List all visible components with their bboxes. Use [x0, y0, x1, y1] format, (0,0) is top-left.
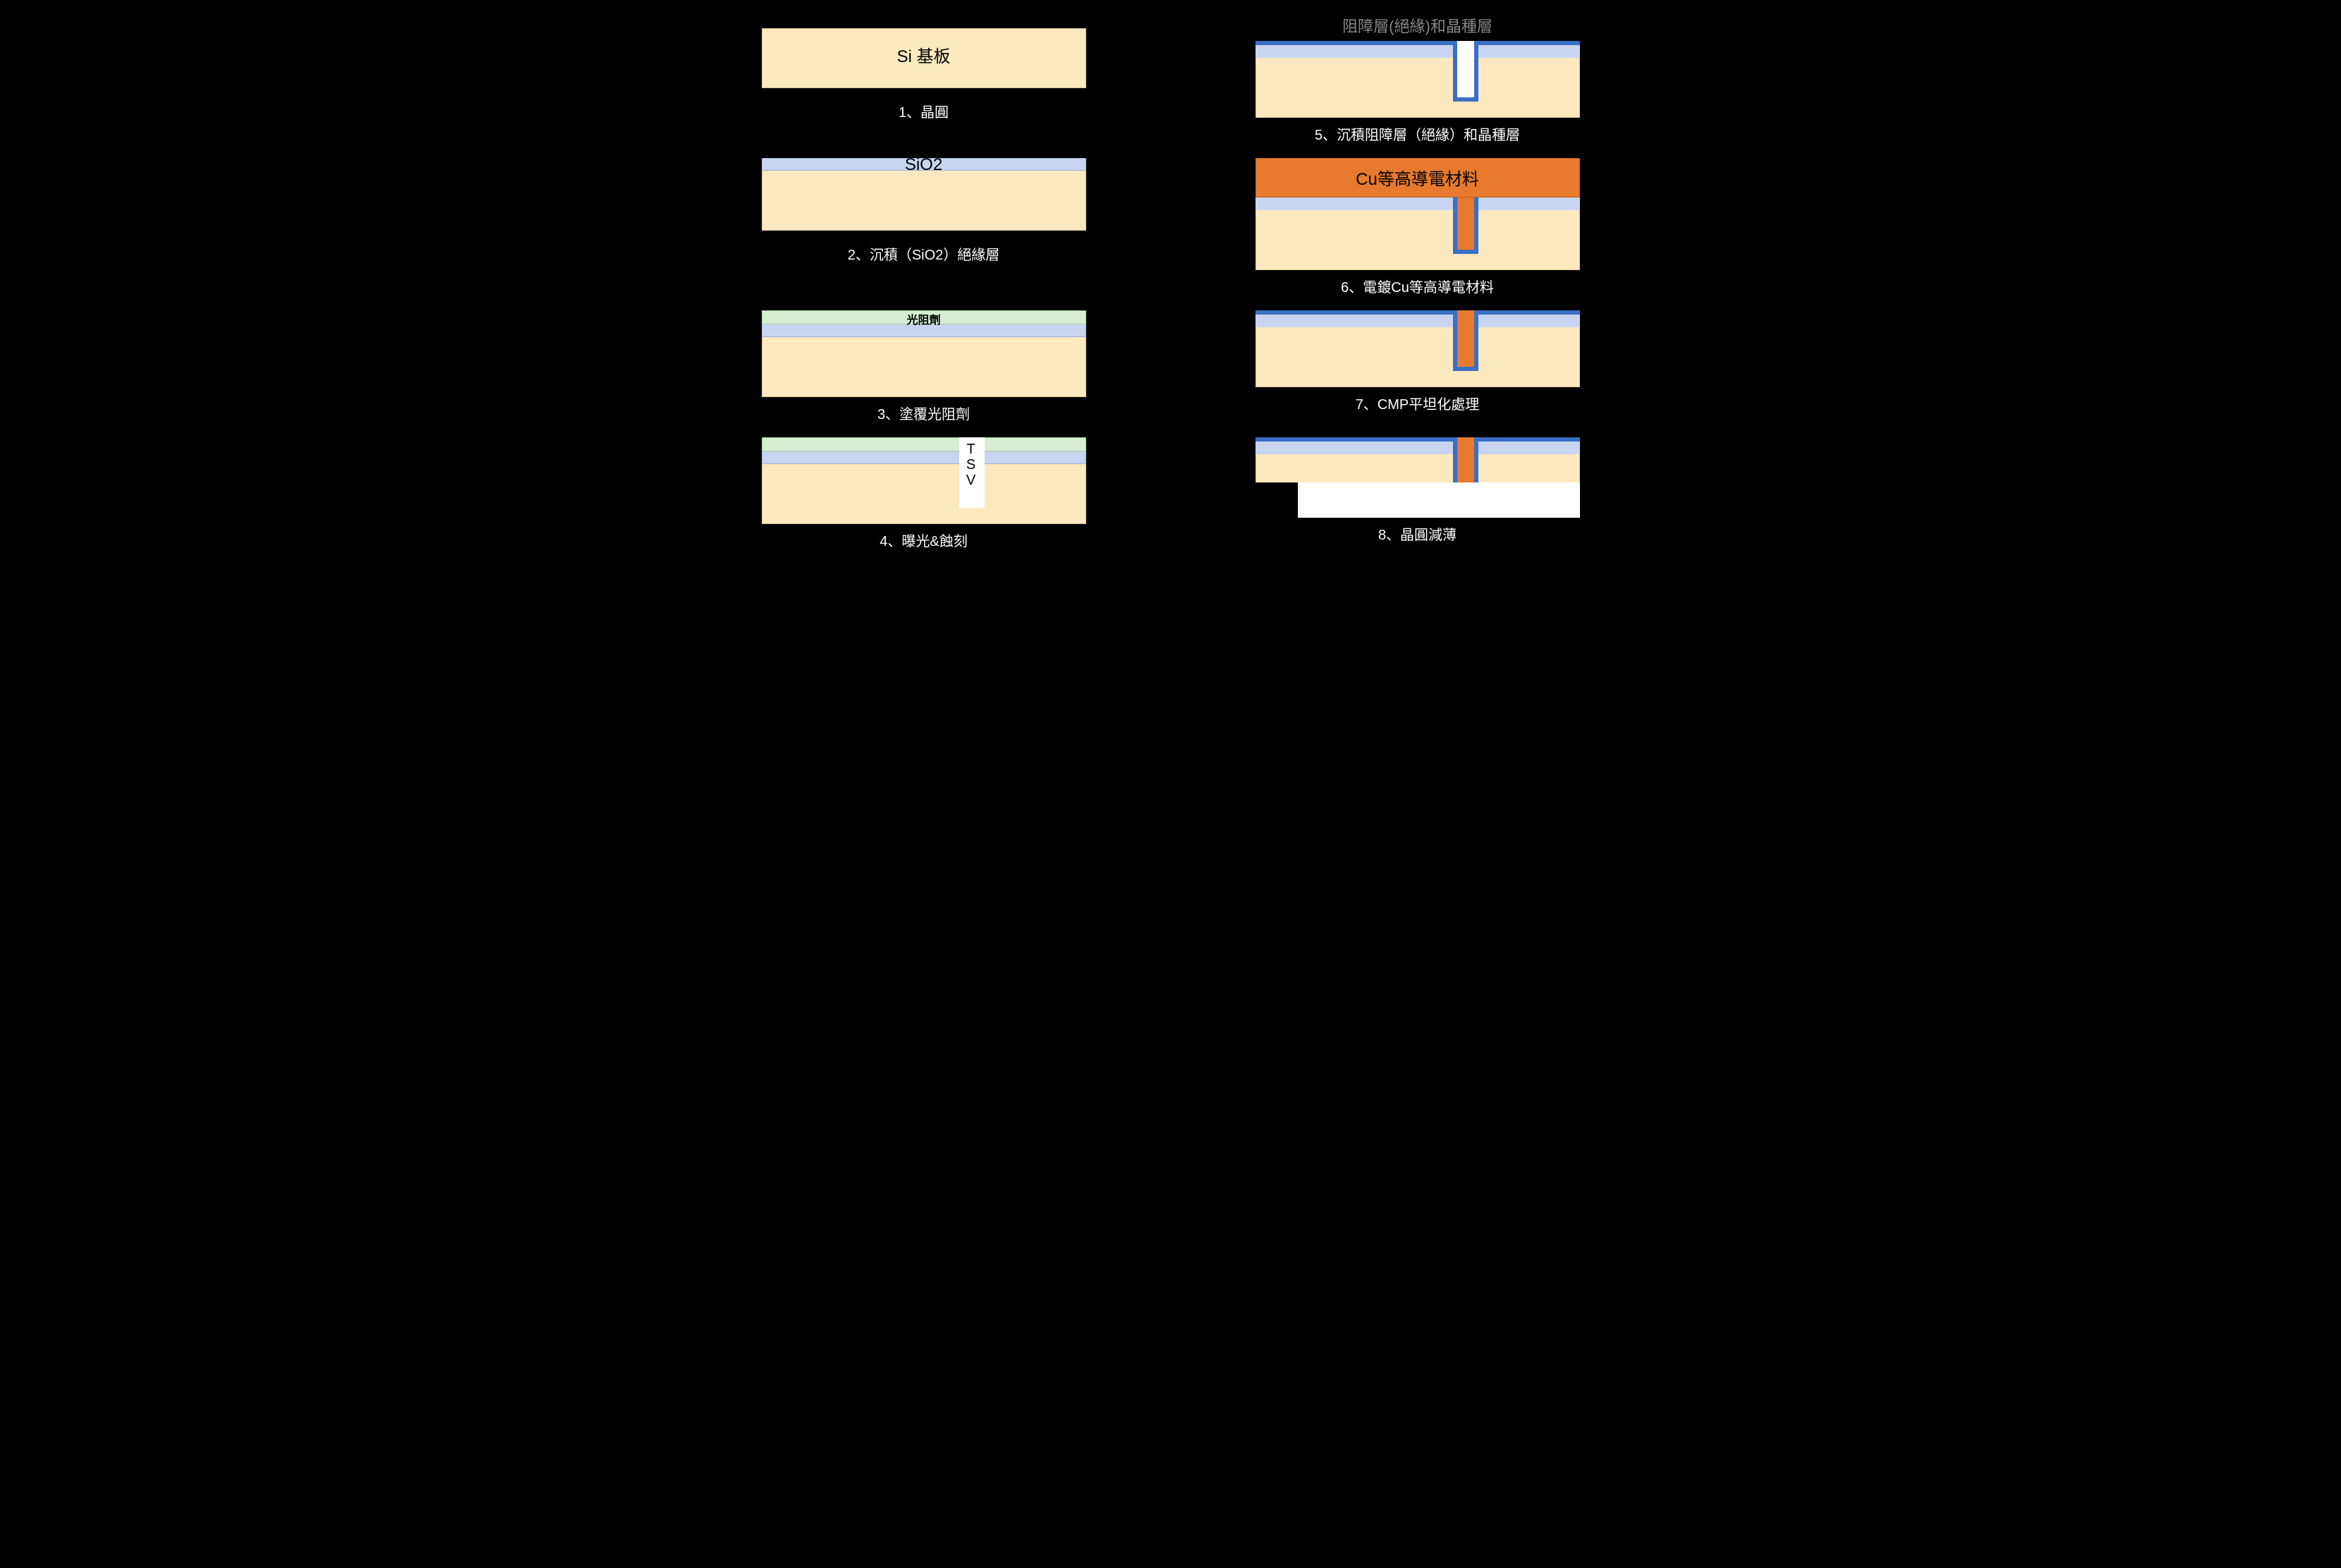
- si-substrate: [1255, 454, 1580, 482]
- step-label: 6、電鍍Cu等高導電材料: [1341, 276, 1494, 296]
- photoresist-layer: [762, 437, 1086, 451]
- cu-label: Cu等高導電材料: [1356, 165, 1479, 190]
- step-label: 7、CMP平坦化處理: [1356, 393, 1480, 413]
- barrier-via-bottom: [1453, 250, 1478, 254]
- step-label: 2、沉積（SiO2）絕緣層: [848, 243, 1000, 264]
- diagram: TSV: [762, 437, 1086, 524]
- si-substrate: [762, 171, 1086, 231]
- sio2-layer: [1255, 442, 1580, 454]
- sio2-label: SiO2: [905, 155, 942, 175]
- via-empty: [1457, 41, 1474, 97]
- cu-via-fill: [1457, 437, 1474, 482]
- si-substrate: [1255, 58, 1580, 118]
- si-substrate: [1255, 210, 1580, 270]
- diagram: 光阻劑: [762, 310, 1086, 397]
- sio2-layer: [1255, 197, 1580, 210]
- step-label: 4、曝光&蝕刻: [880, 530, 967, 550]
- sio2-layer: [1255, 315, 1580, 327]
- si-substrate: [762, 464, 1086, 524]
- removed-material: [1298, 482, 1580, 518]
- barrier-via-right: [1474, 310, 1478, 371]
- si-substrate: [762, 337, 1086, 397]
- diagram: SiO2: [762, 158, 1086, 238]
- diagram: Cu等高導電材料: [1255, 158, 1580, 270]
- barrier-via-right: [1474, 437, 1478, 482]
- cu-via-fill: [1457, 310, 1474, 367]
- diagram: [1255, 310, 1580, 387]
- diagram: [1255, 437, 1580, 518]
- si-label: Si 基板: [896, 42, 950, 67]
- diagram: Si 基板: [762, 14, 1086, 95]
- barrier-via-bottom: [1453, 97, 1478, 102]
- barrier-top-gap: [1457, 41, 1474, 45]
- photoresist-label: 光阻劑: [906, 310, 940, 327]
- step-label: 8、晶圓減薄: [1378, 523, 1457, 544]
- sio2-layer: [762, 451, 1086, 464]
- barrier-via-right: [1474, 41, 1478, 102]
- sio2-layer: [1255, 45, 1580, 58]
- step-label: 1、晶圓: [899, 101, 949, 121]
- barrier-via-right: [1474, 197, 1478, 254]
- tsv-label: TSV: [959, 442, 985, 488]
- diagram: [1255, 41, 1580, 118]
- step-label: 3、塗覆光阻劑: [877, 403, 970, 423]
- step-label: 5、沉積阻障層（絕緣）和晶種層: [1315, 123, 1520, 144]
- barrier-via-bottom: [1453, 367, 1478, 371]
- top-title: 阻障層(絕緣)和晶種層: [1342, 14, 1492, 37]
- cu-via-fill: [1457, 197, 1474, 250]
- si-substrate: [1255, 327, 1580, 387]
